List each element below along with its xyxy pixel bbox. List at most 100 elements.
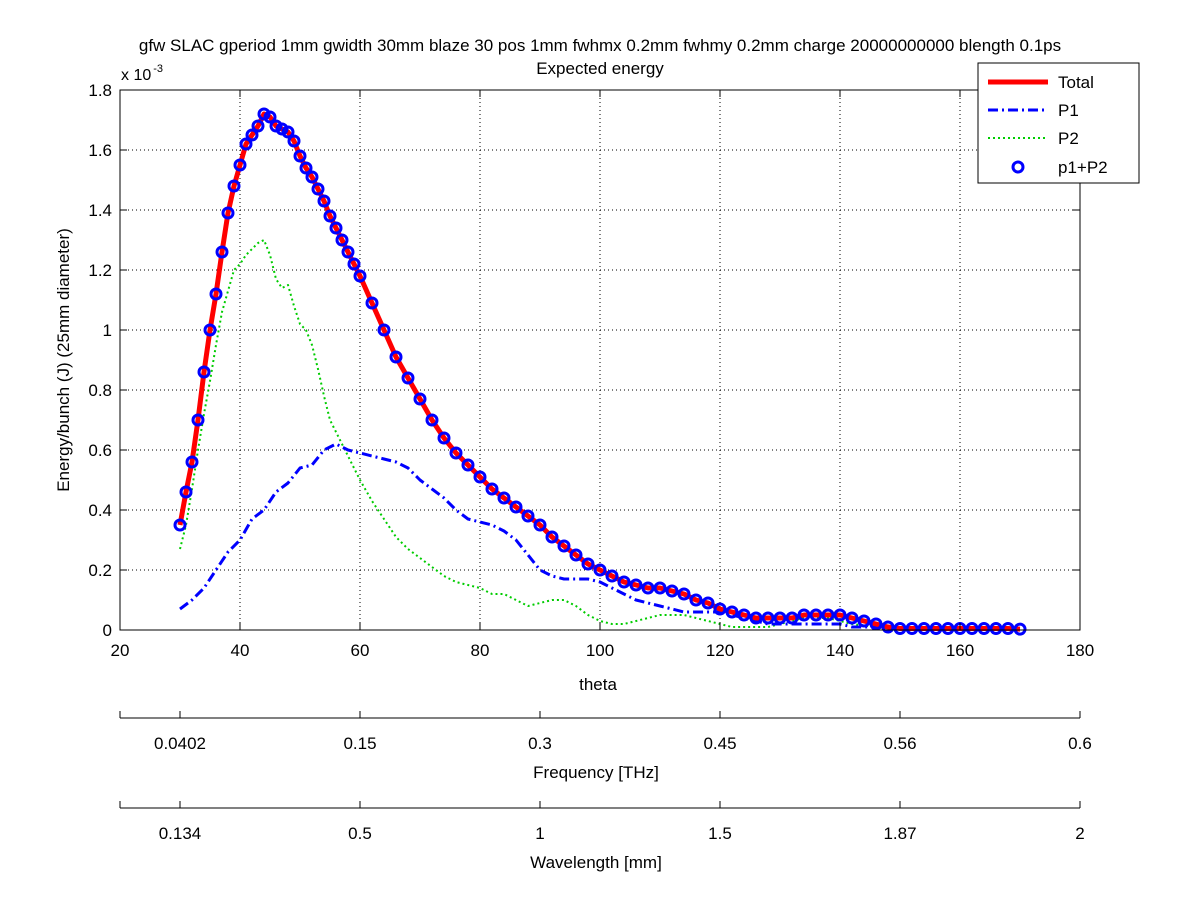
x-tick-label: 40 — [231, 641, 250, 660]
series-point-p1-p2 — [401, 371, 415, 385]
secondary-tick-label: 1.5 — [708, 824, 732, 843]
y-tick-label: 0.6 — [88, 441, 112, 460]
series-point-p1-p2 — [917, 622, 931, 635]
series-point-p1-p2 — [929, 622, 943, 635]
series-point-p1-p2 — [365, 296, 379, 310]
series-point-p1-p2 — [197, 365, 211, 379]
y-axis-label: Energy/bunch (J) (25mm diameter) — [54, 228, 73, 492]
series-point-p1-p2 — [425, 413, 439, 427]
series-point-p1-p2 — [437, 431, 451, 445]
series-point-p1-p2 — [857, 614, 871, 628]
chart-title-line2: Expected energy — [536, 59, 664, 78]
series-layer — [173, 107, 1027, 636]
secondary-tick-label: 0.0402 — [154, 734, 206, 753]
y-tick-label: 1.4 — [88, 201, 112, 220]
series-point-p1-p2 — [893, 622, 907, 635]
legend: Total P1 P2 p1+P2 — [977, 62, 1140, 184]
series-point-p1-p2 — [335, 233, 349, 247]
series-point-p1-p2 — [263, 110, 277, 124]
series-point-p1-p2 — [629, 578, 643, 592]
series-point-p1-p2 — [233, 158, 247, 172]
legend-label-total: Total — [1058, 73, 1094, 92]
y-tick-label: 0.4 — [88, 501, 112, 520]
series-point-p1-p2 — [215, 245, 229, 259]
series-point-p1-p2 — [287, 134, 301, 148]
x-tick-label: 20 — [111, 641, 130, 660]
x-tick-label: 120 — [706, 641, 734, 660]
series-point-p1-p2 — [653, 581, 667, 595]
x-tick-label: 180 — [1066, 641, 1094, 660]
frequency-axis: 0.0402 0.15 0.3 0.45 0.56 0.6 — [119, 711, 1092, 753]
series-point-p1-p2 — [569, 548, 583, 562]
legend-label-p2: P2 — [1058, 129, 1079, 148]
series-point-p1-p2 — [665, 584, 679, 598]
x-tick-label: 60 — [351, 641, 370, 660]
series-point-p1-p2 — [593, 563, 607, 577]
secondary-tick-label: 0.134 — [159, 824, 202, 843]
series-point-p1-p2 — [881, 620, 895, 634]
series-point-p1-p2 — [461, 458, 475, 472]
y-tick-label: 1.6 — [88, 141, 112, 160]
y-tick-label: 1 — [103, 321, 112, 340]
y-exponent-prefix: x 10 — [121, 67, 151, 84]
series-point-p1-p2 — [1013, 622, 1027, 636]
secondary-tick-label: 0.5 — [348, 824, 372, 843]
series-point-p1-p2 — [701, 596, 715, 610]
secondary-tick-label: 0.3 — [528, 734, 552, 753]
chart-title-line1: gfw SLAC gperiod 1mm gwidth 30mm blaze 3… — [139, 36, 1061, 55]
series-point-p1-p2 — [581, 557, 595, 571]
x-axis-label: theta — [579, 675, 617, 694]
series-point-p1-p2 — [617, 575, 631, 589]
series-point-p1-p2 — [965, 622, 979, 635]
series-point-p1-p2 — [299, 161, 313, 175]
series-point-p1-p2 — [347, 257, 361, 271]
series-point-p1-p2 — [737, 608, 751, 622]
series-point-p1-p2 — [185, 455, 199, 469]
series-point-p1-p2 — [905, 622, 919, 635]
y-tick-label: 0.2 — [88, 561, 112, 580]
series-point-p1-p2 — [329, 221, 343, 235]
series-line-p2 — [179, 239, 1021, 631]
series-point-p1-p2 — [377, 323, 391, 337]
series-point-p1-p2 — [545, 530, 559, 544]
series-point-p1-p2 — [1001, 622, 1015, 635]
series-point-p1-p2 — [227, 179, 241, 193]
y-tick-label: 1.2 — [88, 261, 112, 280]
secondary-tick-label: 0.56 — [883, 734, 916, 753]
y-tick-label: 0 — [103, 621, 112, 640]
secondary-tick-label: 1 — [535, 824, 544, 843]
series-point-p1-p2 — [641, 581, 655, 595]
series-point-p1-p2 — [725, 605, 739, 619]
series-point-p1-p2 — [203, 323, 217, 337]
x-tick-label: 160 — [946, 641, 974, 660]
series-point-p1-p2 — [989, 622, 1003, 635]
x-tick-label: 100 — [586, 641, 614, 660]
series-point-p1-p2 — [485, 482, 499, 496]
series-point-p1-p2 — [317, 194, 331, 208]
series-point-p1-p2 — [869, 617, 883, 631]
series-point-p1-p2 — [809, 608, 823, 622]
y-exponent-label: x 10 -3 — [121, 63, 163, 84]
series-point-p1-p2 — [509, 500, 523, 514]
secondary-tick-label: 0.6 — [1068, 734, 1092, 753]
series-point-p1-p2 — [557, 539, 571, 553]
secondary-tick-label: 2 — [1075, 824, 1084, 843]
series-point-p1-p2 — [413, 392, 427, 406]
series-point-p1-p2 — [173, 518, 187, 532]
y-exponent-power: -3 — [153, 63, 163, 75]
series-point-p1-p2 — [473, 470, 487, 484]
wavelength-axis-label: Wavelength [mm] — [530, 853, 662, 872]
series-point-p1-p2 — [497, 491, 511, 505]
legend-label-p1: P1 — [1058, 101, 1079, 120]
series-point-p1-p2 — [251, 119, 265, 133]
series-point-p1-p2 — [293, 149, 307, 163]
series-point-p1-p2 — [209, 287, 223, 301]
series-point-p1-p2 — [797, 608, 811, 622]
series-point-p1-p2 — [305, 170, 319, 184]
series-point-p1-p2 — [785, 611, 799, 625]
series-point-p1-p2 — [845, 611, 859, 625]
secondary-tick-label: 0.15 — [343, 734, 376, 753]
series-point-p1-p2 — [449, 446, 463, 460]
series-point-p1-p2 — [713, 602, 727, 616]
wavelength-axis: 0.134 0.5 1 1.5 1.87 2 — [119, 801, 1085, 843]
